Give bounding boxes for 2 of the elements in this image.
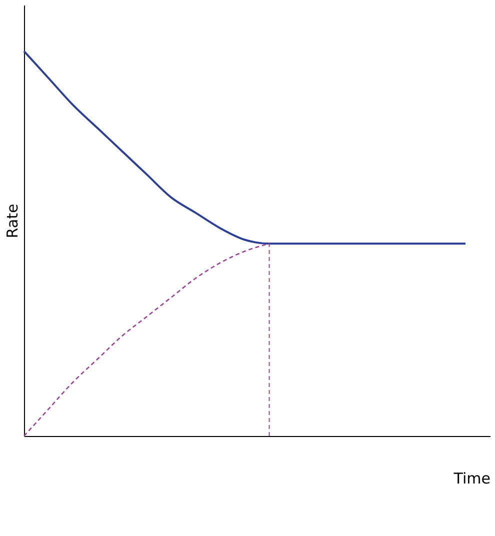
y-axis-title: Rate — [4, 204, 22, 238]
x-axis-title: Time — [452, 470, 490, 488]
